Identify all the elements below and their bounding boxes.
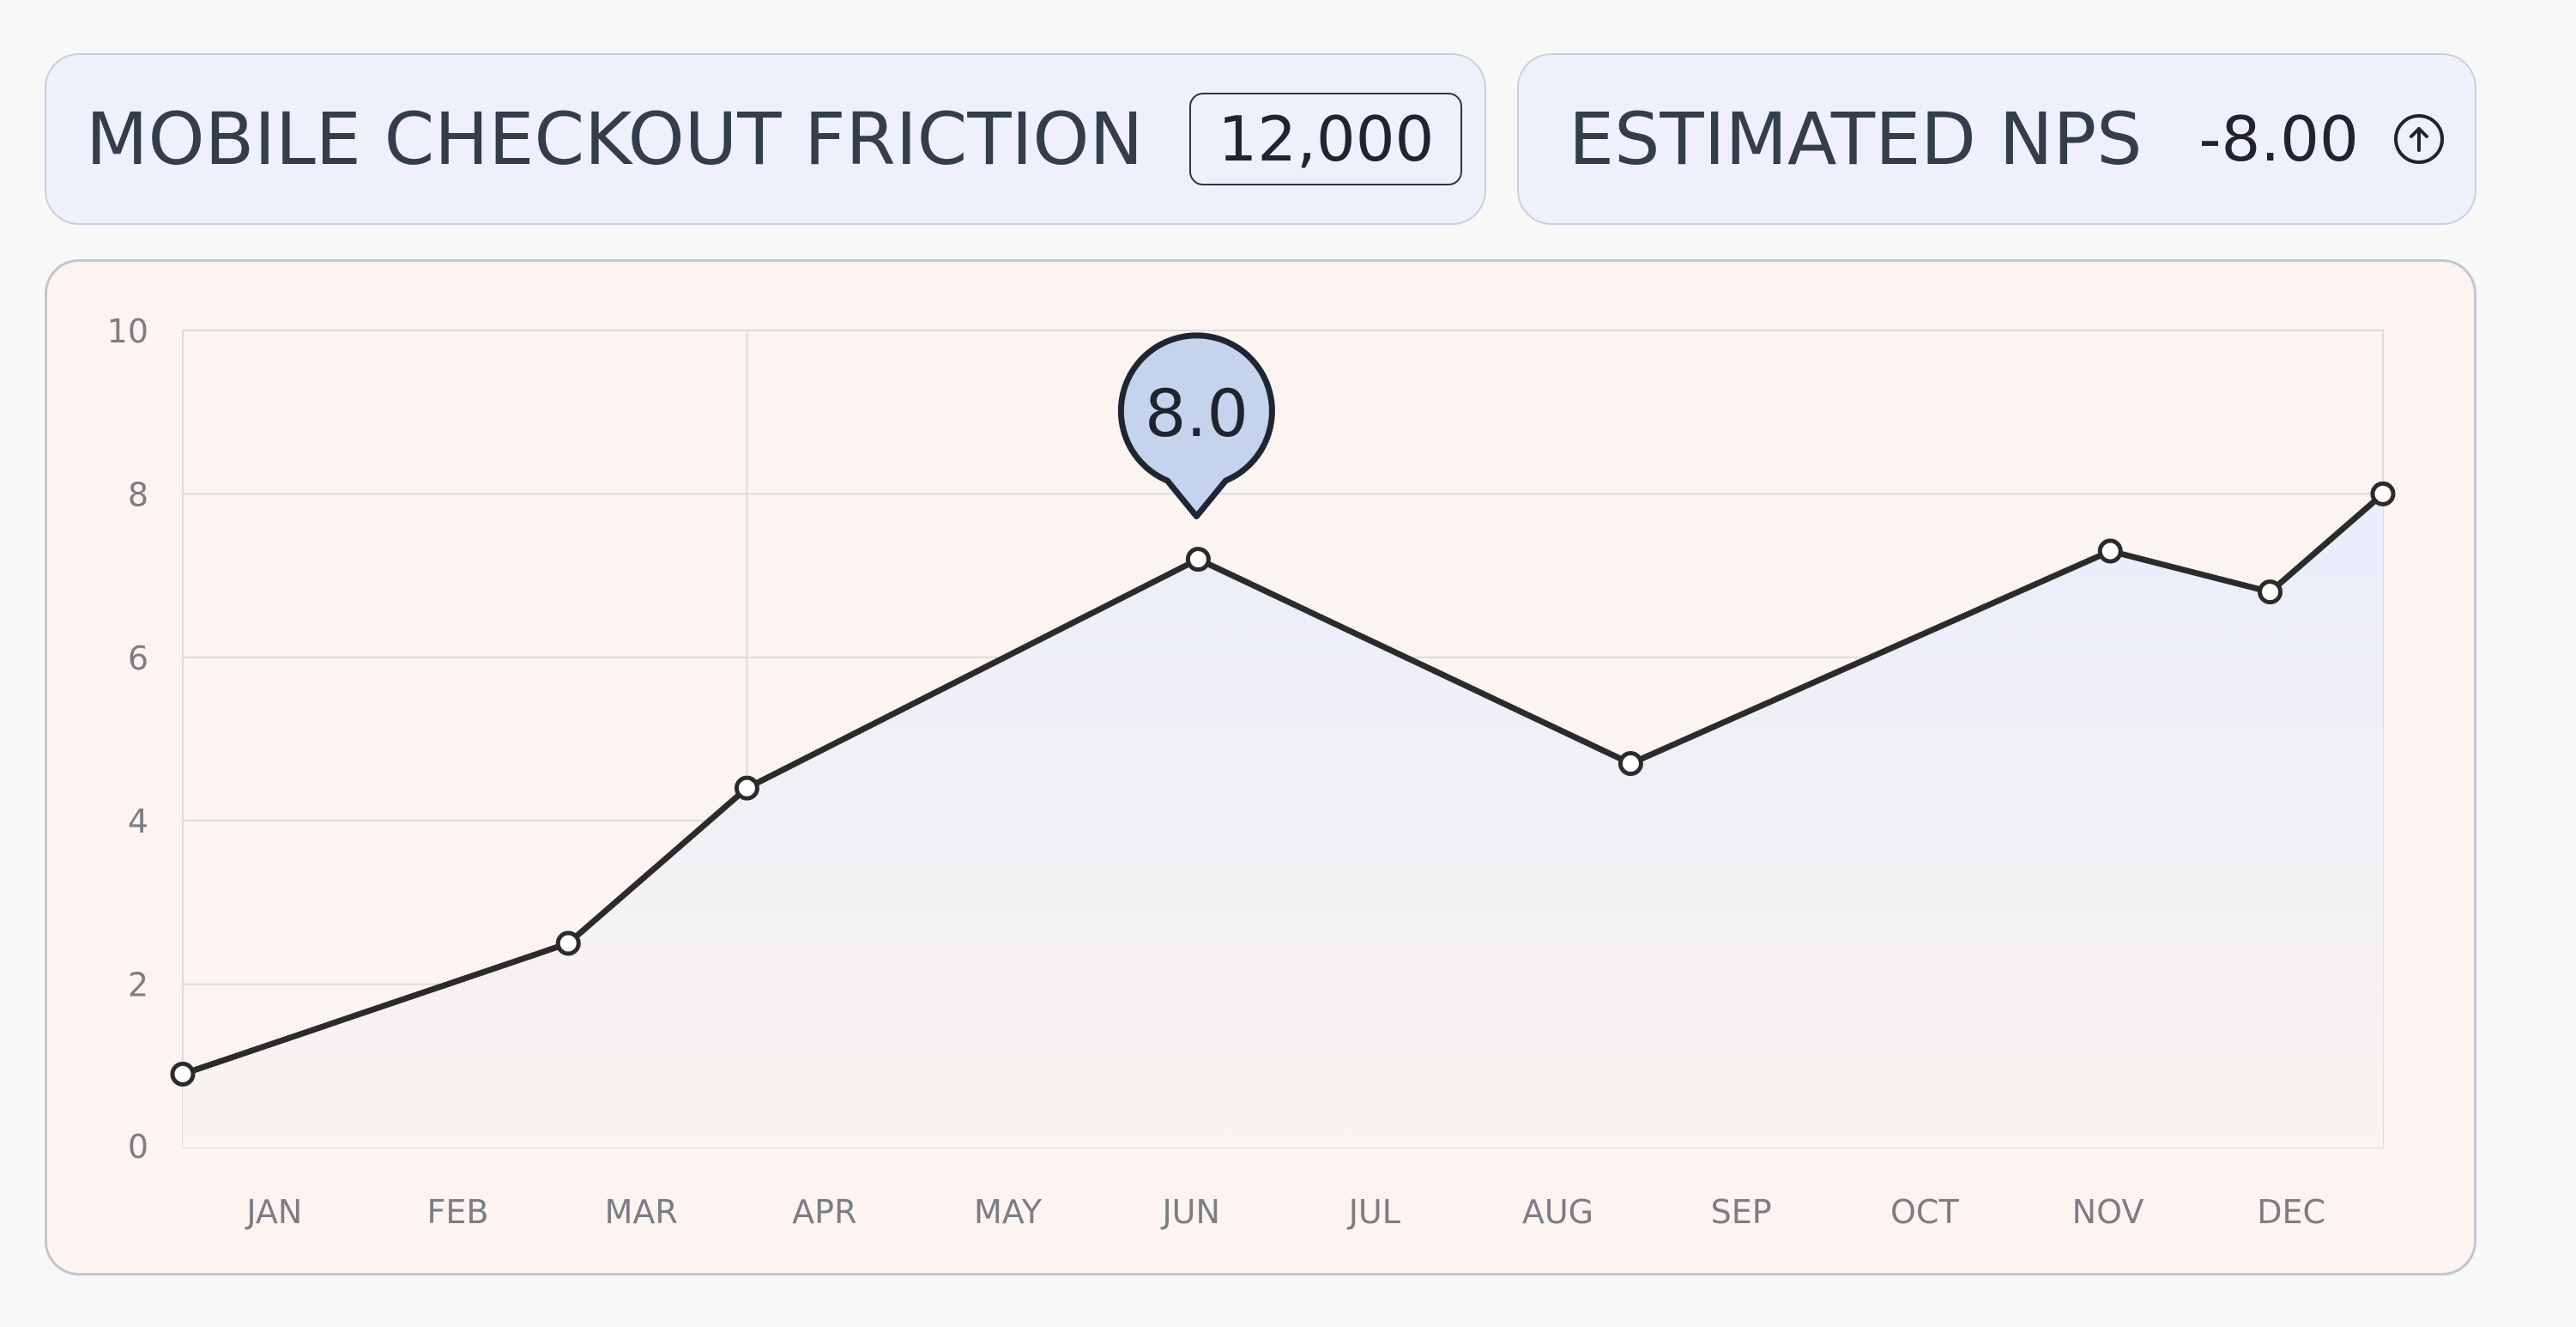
data-point-3	[1185, 547, 1211, 573]
x-tick-label: MAY	[974, 1193, 1043, 1231]
mobile-checkout-friction-card: MOBILE CHECKOUT FRICTION 12,000	[45, 53, 1486, 225]
friction-value: 12,000	[1189, 93, 1463, 185]
x-tick-label: OCT	[1890, 1193, 1959, 1231]
x-tick-label: JUL	[1347, 1193, 1400, 1231]
data-point-0	[170, 1061, 196, 1087]
estimated-nps-card: ESTIMATED NPS -8.00	[1517, 53, 2476, 225]
data-point-1	[555, 930, 581, 956]
y-tick-label: 10	[107, 312, 148, 350]
data-point-6	[2258, 579, 2283, 605]
x-tick-label: AUG	[1522, 1193, 1593, 1231]
x-tick-label: SEP	[1711, 1193, 1772, 1231]
friction-title: MOBILE CHECKOUT FRICTION	[86, 97, 1144, 181]
x-tick-label: DEC	[2257, 1193, 2325, 1231]
annotation-label: 8.0	[1145, 375, 1249, 451]
data-point-5	[2097, 538, 2123, 564]
y-tick-label: 6	[128, 639, 148, 677]
y-tick-label: 2	[128, 966, 148, 1004]
y-tick-label: 8	[128, 476, 148, 513]
annotation-callout	[1117, 332, 1275, 520]
line-chart: 0 2 4 6 8 10 JAN FEB MAR APR MAY JUN JUL AUG SEP OCT NOV…	[107, 312, 2396, 1231]
x-tick-label: JAN	[245, 1193, 302, 1231]
nps-title: ESTIMATED NPS	[1569, 97, 2143, 181]
data-point-4	[1618, 751, 1643, 777]
arrow-up-circle-icon[interactable]	[2392, 112, 2446, 167]
x-tick-label: APR	[792, 1193, 856, 1231]
series-line	[179, 490, 2386, 1077]
y-tick-label: 0	[128, 1128, 148, 1166]
y-tick-label: 4	[128, 803, 148, 840]
x-tick-label: NOV	[2072, 1193, 2144, 1231]
nps-value: -8.00	[2198, 103, 2359, 175]
series-area	[183, 494, 2383, 1148]
x-tick-label: FEB	[427, 1193, 489, 1231]
x-tick-label: MAR	[605, 1193, 678, 1231]
data-point-2	[734, 775, 759, 801]
chart-card: 0 2 4 6 8 10 JAN FEB MAR APR MAY JUN JUL AUG SEP OCT NOV…	[45, 259, 2476, 1275]
data-point-7	[2370, 481, 2396, 506]
x-tick-label: JUN	[1160, 1193, 1219, 1231]
